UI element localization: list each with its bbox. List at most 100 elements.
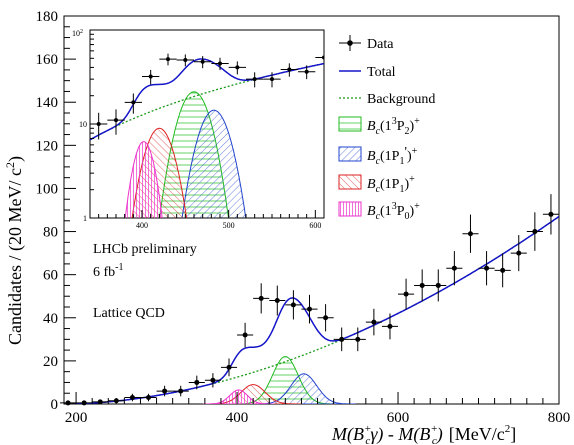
- inset-data-marker: [252, 77, 257, 82]
- main-xtick-label: 800: [548, 410, 571, 426]
- main-data-point: [188, 375, 205, 390]
- x-axis-label-units: [MeV/c: [449, 424, 505, 444]
- inset-data-marker: [183, 57, 188, 62]
- inset-signal-components: [124, 91, 247, 218]
- inset-data-point: [298, 65, 316, 80]
- inset-data-marker: [304, 69, 309, 74]
- main-ytick-label: 140: [36, 95, 59, 111]
- legend-item-background: Background: [339, 92, 435, 107]
- main-ytick-label: 100: [36, 181, 59, 197]
- main-data-marker: [339, 336, 345, 342]
- inset-data-point: [246, 72, 264, 88]
- legend-label-bc1p: Bc(1P1')+: [367, 145, 418, 167]
- main-data-marker: [306, 306, 312, 312]
- main-data-point: [76, 400, 93, 406]
- inset-data-point: [211, 57, 229, 71]
- main-component-b0: [203, 389, 275, 404]
- main-data-point: [333, 327, 350, 352]
- legend: Data Total Background Bc(13P2)+ Bc(1P1')…: [338, 35, 435, 222]
- main-data-marker: [129, 395, 135, 401]
- main-data-marker: [178, 388, 184, 394]
- legend-item-total: Total: [339, 65, 396, 80]
- inset-axes: 1 10 400 500 600: [79, 29, 325, 230]
- annotation-lattice: Lattice QCD: [93, 306, 165, 321]
- main-data-marker: [467, 231, 473, 237]
- main-data-point: [124, 393, 141, 402]
- main-ytick-label: 160: [36, 52, 59, 68]
- main-ytick-label: 180: [36, 9, 59, 25]
- main-data-marker: [323, 315, 329, 321]
- main-data-marker: [403, 291, 409, 297]
- annotation-lumi: 6 fb-1: [93, 262, 124, 280]
- main-data-point: [317, 304, 334, 332]
- main-data-point: [253, 283, 270, 314]
- x-axis-label-sup1: +: [364, 423, 371, 435]
- main-data-marker: [226, 364, 232, 370]
- main-data-marker: [371, 319, 377, 325]
- main-data-point: [301, 294, 318, 324]
- x-axis-label-sub1: c: [365, 435, 370, 445]
- main-ytick-label: 120: [36, 138, 59, 154]
- inset-component-b0: [124, 141, 163, 218]
- main-data-point: [381, 313, 399, 340]
- inset-total-line: [90, 58, 324, 141]
- legend-label-background: Background: [367, 92, 435, 107]
- inset-data-marker: [131, 100, 136, 105]
- main-data-marker: [435, 282, 441, 288]
- main-data-point: [510, 235, 527, 272]
- main-data-marker: [242, 332, 248, 338]
- annotation-lhcb: LHCb preliminary: [93, 242, 197, 257]
- inset-data-marker: [270, 77, 274, 82]
- main-data-point: [237, 322, 254, 348]
- legend-item-bc1p: Bc(1P1')+: [338, 145, 418, 167]
- inset-data-marker: [287, 67, 292, 72]
- main-data-point: [462, 214, 479, 253]
- main-data-point: [398, 278, 415, 310]
- main-data-point: [269, 285, 286, 316]
- main-data-marker: [290, 302, 296, 308]
- inset-data-point: [194, 56, 212, 69]
- main-data-point: [542, 194, 559, 235]
- inset-data-point: [90, 112, 108, 140]
- x-axis-label: M(B+ cγ) - M(B+ c) [MeV/c2]: [331, 423, 516, 445]
- annotation-lumi-main: 6 fb: [93, 265, 115, 280]
- main-data-marker: [113, 398, 119, 404]
- main-data-point: [446, 251, 463, 286]
- legend-label-total: Total: [367, 65, 396, 80]
- main-data-point: [349, 327, 366, 352]
- main-data-point: [414, 269, 431, 302]
- inset-xtick-label: 600: [309, 221, 321, 230]
- main-data-marker: [258, 295, 264, 301]
- main-ytick-label: 0: [51, 397, 59, 413]
- main-data-marker: [516, 250, 522, 256]
- main-ytick-label: 60: [43, 268, 58, 284]
- main-background-curve: [64, 216, 559, 404]
- x-axis-label-units-sup: 2: [505, 423, 511, 435]
- x-axis-label-m1: M(B: [331, 424, 364, 445]
- main-data-marker: [500, 267, 506, 273]
- main-data-point: [140, 393, 157, 402]
- x-axis-label-gamma: γ) - M(B: [370, 424, 430, 445]
- main-xtick-label: 400: [226, 410, 249, 426]
- y-axis-label-sup: 2: [3, 162, 17, 168]
- inset-component-b1p: [181, 109, 247, 218]
- main-data-point: [172, 385, 189, 397]
- main-data-point: [156, 385, 173, 397]
- inset-data-marker: [200, 59, 205, 64]
- main-background-line: [64, 216, 559, 404]
- inset-data-marker: [96, 122, 101, 126]
- y-axis-label-main: Candidates / (20 MeV/ c: [5, 168, 26, 345]
- inset-data-point: [176, 54, 194, 67]
- inset-ytick-label-100: 102: [72, 29, 83, 38]
- legend-item-bc0: Bc(13P0)+: [338, 201, 420, 222]
- main-data-point: [59, 400, 77, 406]
- main-data-marker: [65, 400, 71, 406]
- inset-data-marker: [148, 74, 153, 79]
- legend-item-data: Data: [339, 35, 394, 52]
- main-data-marker: [146, 395, 152, 401]
- x-axis-label-sub2: c: [432, 435, 437, 445]
- main-ytick-label: 20: [43, 354, 58, 370]
- main-data-marker: [162, 388, 168, 394]
- inset-xtick-label: 400: [136, 221, 148, 230]
